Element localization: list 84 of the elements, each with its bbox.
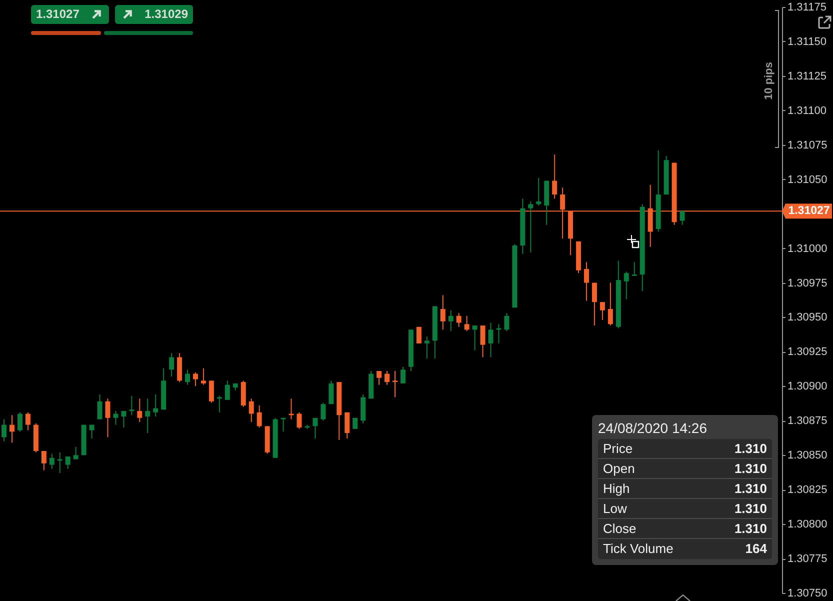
candlestick [312, 417, 318, 440]
annotation: 1.31029 [144, 7, 188, 21]
candlestick [89, 424, 94, 440]
candlestick [552, 154, 558, 200]
candlestick [424, 336, 430, 360]
candlestick [105, 398, 110, 438]
candlestick [632, 262, 637, 276]
candlestick [9, 414, 14, 444]
candlestick [464, 315, 470, 332]
candlestick [536, 177, 542, 206]
price-box: 1.31027 [31, 5, 109, 24]
candlestick [456, 312, 462, 328]
annotation: 24/08/2020 14:26 [598, 420, 707, 436]
candlestick [360, 394, 366, 424]
y-tick-label: 1.31100 [788, 104, 826, 117]
candlestick [121, 410, 126, 428]
candlestick [528, 200, 534, 253]
candlestick [480, 325, 486, 358]
candlestick [200, 368, 206, 386]
candlestick [113, 410, 118, 426]
candlestick [17, 412, 22, 432]
candlestick [440, 294, 446, 330]
candlestick [216, 395, 222, 413]
candlestick [169, 352, 174, 378]
annotation: 1.31027 [36, 7, 80, 21]
candlestick [97, 394, 102, 420]
candlestick [448, 310, 454, 332]
y-tick-label: 1.30800 [788, 518, 828, 531]
candlestick [376, 370, 382, 386]
y-tick-label: 1.30750 [788, 588, 828, 600]
candlestick [592, 282, 597, 326]
y-tick-label: 1.31150 [788, 36, 826, 48]
candlestick [488, 322, 494, 358]
candlestick [296, 412, 302, 430]
candlestick [240, 380, 246, 408]
ref-line-label: 1.31027 [788, 205, 830, 218]
y-tick-label: 1.30950 [788, 312, 828, 324]
candlestick [65, 456, 70, 470]
y-tick-label: 1.30875 [788, 415, 828, 428]
candlestick [384, 370, 390, 386]
price-box: 1.31029 [115, 5, 193, 24]
y-tick-label: 1.30925 [788, 346, 828, 358]
candlestick [608, 282, 613, 326]
y-tick-label: 1.31000 [788, 242, 828, 255]
candlestick [392, 370, 398, 398]
candlestick [49, 453, 54, 470]
annotation: 10 pips [763, 62, 775, 100]
candlestick [504, 312, 510, 332]
candlestick [1, 418, 6, 442]
candlestick [416, 326, 422, 344]
candlestick [129, 395, 134, 416]
y-tick-label: 1.31050 [788, 174, 828, 186]
candlestick [344, 412, 350, 440]
y-tick-label: 1.30850 [788, 450, 828, 462]
tooltip-panel: 24/08/2020 14:26 Price 1.310 Open 1.310 High 1.310 Low 1.310 Close 1.310 Tick Volume 164 [592, 415, 778, 565]
candlestick [25, 412, 30, 431]
candlestick [185, 369, 190, 386]
candlestick [41, 450, 46, 471]
candlestick [177, 352, 182, 383]
candlestick [153, 394, 158, 418]
candlestick [680, 210, 685, 226]
candlestick [472, 325, 478, 351]
candlestick [280, 417, 286, 432]
candlestick [145, 398, 150, 434]
candlestick [320, 402, 326, 422]
y-tick-label: 1.31075 [788, 139, 828, 152]
y-tick-label: 1.30900 [788, 380, 828, 393]
candlestick [256, 404, 262, 428]
y-tick-label: 1.31125 [788, 70, 826, 82]
candlestick [208, 380, 214, 404]
candlestick [224, 380, 230, 400]
y-tick-label: 1.31175 [788, 2, 826, 14]
candlestick [328, 380, 334, 405]
y-tick-label: 1.30775 [788, 553, 828, 566]
candlestick [248, 398, 254, 423]
candlestick [137, 398, 142, 423]
candlestick [584, 262, 589, 302]
candlestick [624, 271, 629, 300]
candlestick [600, 302, 605, 320]
y-tick-label: 1.30825 [788, 484, 828, 496]
candlestick [400, 366, 406, 384]
candlestick [73, 446, 78, 460]
y-tick-label: 1.30975 [788, 277, 828, 290]
candlestick [193, 372, 198, 387]
